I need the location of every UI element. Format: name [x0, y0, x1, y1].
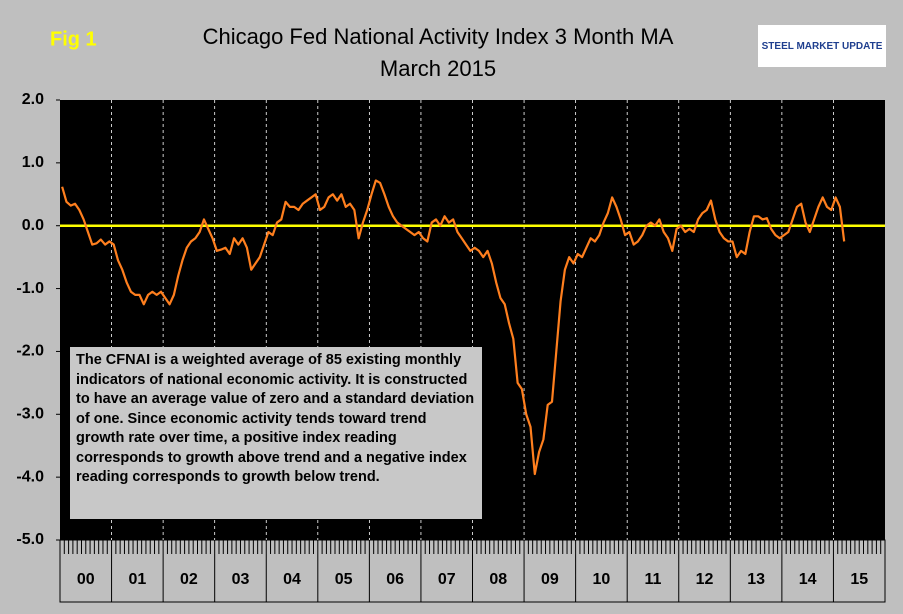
x-tick-label: 01 [128, 571, 146, 588]
y-tick-label: -4.0 [16, 468, 44, 485]
y-tick-label: -5.0 [16, 531, 44, 548]
x-tick-label: 15 [850, 571, 868, 588]
x-tick-label: 00 [77, 571, 95, 588]
logo: STEEL MARKET UPDATE [758, 25, 886, 67]
y-tick-label: -1.0 [16, 280, 44, 297]
y-tick-label: -3.0 [16, 406, 44, 423]
x-tick-label: 09 [541, 571, 559, 588]
y-tick-label: 2.0 [22, 91, 44, 108]
x-tick-label: 02 [180, 571, 198, 588]
figure-label: Fig 1 [50, 28, 97, 50]
x-tick-label: 06 [386, 571, 404, 588]
x-tick-label: 11 [645, 571, 662, 588]
x-tick-label: 14 [799, 571, 817, 588]
y-tick-label: 1.0 [22, 154, 44, 171]
x-tick-label: 10 [593, 571, 611, 588]
x-tick-label: 12 [696, 571, 714, 588]
chart-subtitle: March 2015 [380, 56, 496, 81]
x-tick-label: 07 [438, 571, 456, 588]
x-tick-label: 08 [489, 571, 507, 588]
x-tick-label: 05 [335, 571, 353, 588]
x-tick-label: 04 [283, 571, 301, 588]
series-line [61, 179, 846, 476]
annotation: The CFNAI is a weighted average of 85 ex… [70, 347, 482, 519]
y-tick-label: -2.0 [16, 343, 44, 360]
x-tick-label: 03 [232, 571, 250, 588]
chart-title: Chicago Fed National Activity Index 3 Mo… [203, 24, 674, 49]
x-tick-label: 13 [747, 571, 765, 588]
y-tick-label: 0.0 [22, 217, 44, 234]
